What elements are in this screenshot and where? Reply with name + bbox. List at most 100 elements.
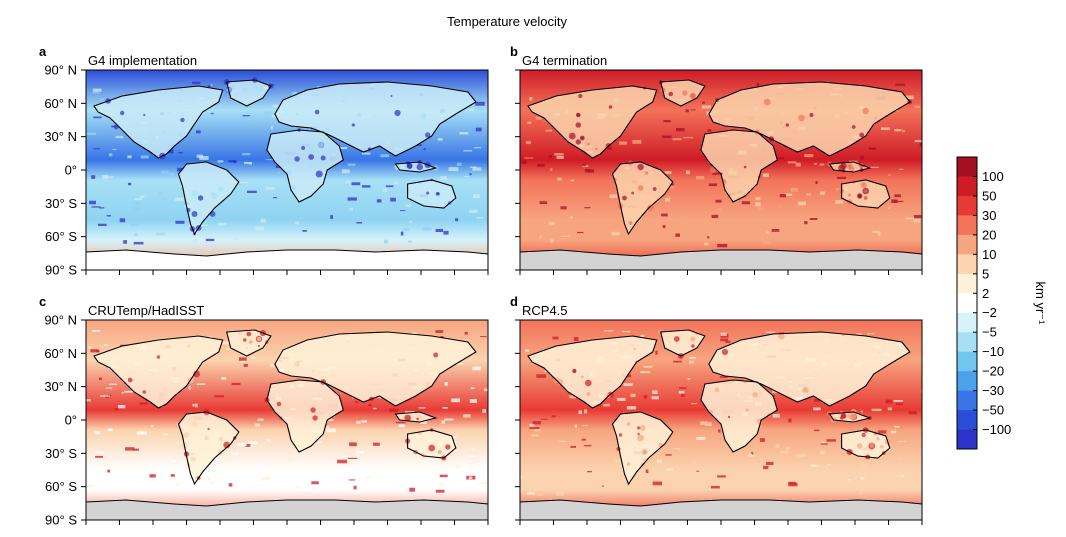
- field-speckle: [919, 142, 922, 147]
- lat-tick-label: 90° N: [44, 63, 77, 78]
- land-speckle: [863, 195, 868, 201]
- field-speckle: [435, 489, 445, 493]
- land-speckle: [840, 162, 847, 170]
- field-speckle: [261, 476, 272, 481]
- field-speckle: [748, 454, 755, 457]
- land-speckle: [626, 422, 631, 426]
- map-panels: a G4 implementation 90° N 60° N 30° N 0° 30° S…: [39, 44, 923, 528]
- land-speckle: [644, 171, 649, 175]
- field-speckle: [573, 337, 579, 341]
- land-eurasia: [274, 82, 476, 156]
- land-speckle: [406, 163, 413, 169]
- land-speckle: [279, 359, 283, 363]
- field-speckle: [205, 238, 215, 242]
- land-speckle: [721, 348, 729, 356]
- land-speckle: [245, 346, 248, 350]
- field-speckle: [914, 105, 920, 108]
- field-speckle: [121, 392, 124, 394]
- field-speckle: [894, 129, 902, 132]
- field-speckle: [694, 461, 697, 464]
- field-speckle: [361, 420, 367, 423]
- field-speckle: [665, 198, 670, 202]
- field-speckle: [199, 156, 209, 160]
- field-speckle: [396, 421, 406, 424]
- field-speckle: [170, 474, 175, 477]
- field-speckle: [756, 83, 760, 87]
- field-speckle: [813, 399, 824, 402]
- field-speckle: [330, 215, 333, 219]
- land-speckle: [727, 415, 731, 419]
- field-speckle: [469, 166, 477, 168]
- velocity-field: [520, 320, 922, 520]
- field-speckle: [337, 459, 347, 464]
- field-speckle: [601, 222, 607, 226]
- field-speckle: [861, 464, 868, 468]
- field-speckle: [403, 228, 410, 231]
- land-speckle: [197, 195, 204, 201]
- field-speckle: [265, 159, 275, 161]
- field-speckle: [847, 479, 851, 481]
- land-africa: [700, 380, 778, 452]
- coastline-southAmerica: [177, 161, 240, 236]
- field-speckle: [355, 401, 359, 403]
- field-speckle: [192, 239, 199, 244]
- field-speckle: [347, 461, 355, 465]
- land-speckle: [641, 449, 648, 455]
- field-speckle: [317, 441, 323, 443]
- field-speckle: [351, 182, 361, 186]
- land-speckle: [217, 186, 224, 192]
- field-speckle: [484, 476, 488, 481]
- field-speckle: [232, 237, 238, 241]
- field-speckle: [536, 374, 547, 378]
- lat-tick-label: 30° S: [45, 446, 77, 461]
- field-speckle: [534, 428, 541, 432]
- colorbar-tick-label: 100: [982, 169, 1004, 184]
- field-speckle: [399, 210, 406, 212]
- land-speckle: [743, 165, 747, 169]
- land-speckle: [860, 182, 867, 188]
- coastline-northAmerica: [93, 85, 224, 159]
- coastline-australia: [841, 429, 891, 459]
- land-speckle: [178, 132, 183, 138]
- coastline-northAmerica: [527, 85, 658, 159]
- field-speckle: [584, 169, 591, 173]
- field-speckle: [554, 153, 564, 156]
- field-speckle: [467, 455, 475, 458]
- land-speckle: [691, 344, 695, 348]
- coastline-greenland: [660, 329, 706, 357]
- coastline-southAmerica: [611, 161, 674, 236]
- land-southAmerica: [178, 412, 239, 484]
- field-speckle: [207, 85, 211, 87]
- field-speckle: [821, 441, 826, 444]
- land-speckle: [848, 193, 852, 197]
- land-speckle: [668, 91, 674, 97]
- map-panel-b: b G4 termination: [510, 44, 923, 275]
- field-speckle: [394, 181, 398, 185]
- lat-tick-label: 30° N: [44, 379, 77, 394]
- land-speckle: [309, 165, 313, 169]
- field-speckle: [893, 200, 904, 203]
- field-speckle: [687, 378, 690, 380]
- field-speckle: [390, 197, 396, 202]
- colorbar-swatch: [957, 429, 977, 450]
- field-speckle: [243, 363, 248, 367]
- land-speckle: [586, 391, 591, 397]
- field-speckle: [248, 441, 258, 444]
- field-speckle: [665, 454, 672, 456]
- field-speckle: [626, 406, 637, 410]
- field-speckle: [582, 163, 586, 166]
- land-speckle: [394, 109, 401, 117]
- land-speckle: [809, 112, 814, 118]
- field-speckle: [469, 209, 478, 213]
- field-speckle: [619, 141, 627, 145]
- colorbar-swatch: [957, 254, 977, 275]
- field-speckle: [837, 176, 846, 179]
- land-speckle: [218, 436, 224, 442]
- field-speckle: [469, 109, 474, 112]
- field-speckle: [382, 188, 388, 192]
- field-speckle: [472, 366, 481, 371]
- field-speckle: [804, 154, 814, 158]
- field-speckle: [222, 102, 226, 106]
- field-speckle: [537, 493, 543, 496]
- lat-tick-label: 90° S: [45, 263, 77, 278]
